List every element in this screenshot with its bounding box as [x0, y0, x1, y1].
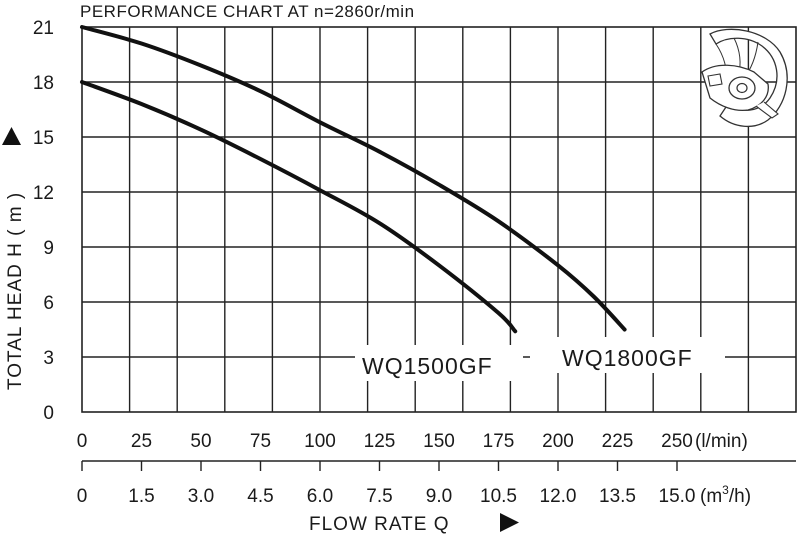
x-tick-label-m3h: 3.0 — [188, 486, 214, 507]
series-curves — [80, 25, 627, 334]
chart-grid — [81, 26, 797, 413]
x-tick-labels-m3h: 0 1.5 3.0 4.5 6.0 7.5 9.0 10.5 12.0 13.5 15.0 — [77, 461, 696, 507]
x-tick-label-lmin: 250 — [661, 431, 693, 452]
chart-title: PERFORMANCE CHART AT n=2860r/min — [80, 2, 415, 21]
x-tick-label-lmin: 50 — [190, 431, 211, 452]
series-label-wq1800gf: WQ1800GF — [562, 345, 693, 371]
plot-frame — [81, 26, 797, 413]
x-tick-labels-lmin: 0 25 50 75 100 125 150 175 200 225 250 — [77, 431, 693, 452]
x-axis-arrow-icon — [500, 513, 519, 532]
x-tick-label-lmin: 150 — [423, 431, 455, 452]
x-unit-lmin: (l/min) — [695, 431, 748, 452]
x-unit-m3h: (m3/h) — [700, 483, 751, 507]
x-tick-label-m3h: 10.5 — [480, 486, 517, 507]
x-tick-label-lmin: 200 — [542, 431, 574, 452]
x-tick-label-m3h: 6.0 — [307, 486, 333, 507]
x-tick-label-lmin: 225 — [602, 431, 634, 452]
y-tick-label: 9 — [43, 238, 54, 259]
x-tick-label-m3h: 7.5 — [366, 486, 392, 507]
x-tick-label-m3h: 13.5 — [599, 486, 636, 507]
x-tick-label-lmin: 25 — [131, 431, 152, 452]
x-tick-label-m3h: 15.0 — [659, 486, 696, 507]
x-tick-label-m3h: 12.0 — [540, 486, 577, 507]
x-tick-label-lmin: 75 — [250, 431, 271, 452]
x-tick-label-m3h: 1.5 — [128, 486, 154, 507]
y-axis-arrow-icon — [2, 127, 21, 145]
x-tick-label-lmin: 0 — [77, 431, 88, 452]
x-tick-label-lmin: 125 — [364, 431, 396, 452]
y-tick-label: 15 — [33, 128, 54, 149]
x-axis-label: FLOW RATE Q — [309, 514, 449, 535]
x-tick-label-m3h: 9.0 — [426, 486, 452, 507]
x-tick-label-m3h: 4.5 — [247, 486, 273, 507]
x-tick-label-m3h: 0 — [77, 486, 88, 507]
series-label-wq1500gf: WQ1500GF — [362, 353, 493, 379]
series-label-bg-wq1500gf — [355, 345, 523, 381]
series-label-bg-wq1800gf — [530, 337, 725, 373]
y-axis-label: TOTAL HEAD H ( m ) — [5, 192, 26, 390]
y-tick-label: 18 — [33, 73, 54, 94]
series-line-wq1800gf — [80, 25, 627, 332]
x-tick-label-lmin: 100 — [304, 431, 336, 452]
y-tick-label: 6 — [43, 293, 54, 314]
y-tick-labels: 0 3 6 9 12 15 18 21 — [33, 18, 54, 424]
series-line-wq1500gf — [80, 80, 518, 334]
y-tick-label: 3 — [43, 348, 54, 369]
pump-impeller-icon — [701, 28, 788, 127]
x-tick-label-lmin: 175 — [483, 431, 515, 452]
y-tick-label: 21 — [33, 18, 54, 39]
y-tick-label: 12 — [33, 183, 54, 204]
y-tick-label: 0 — [43, 403, 54, 424]
